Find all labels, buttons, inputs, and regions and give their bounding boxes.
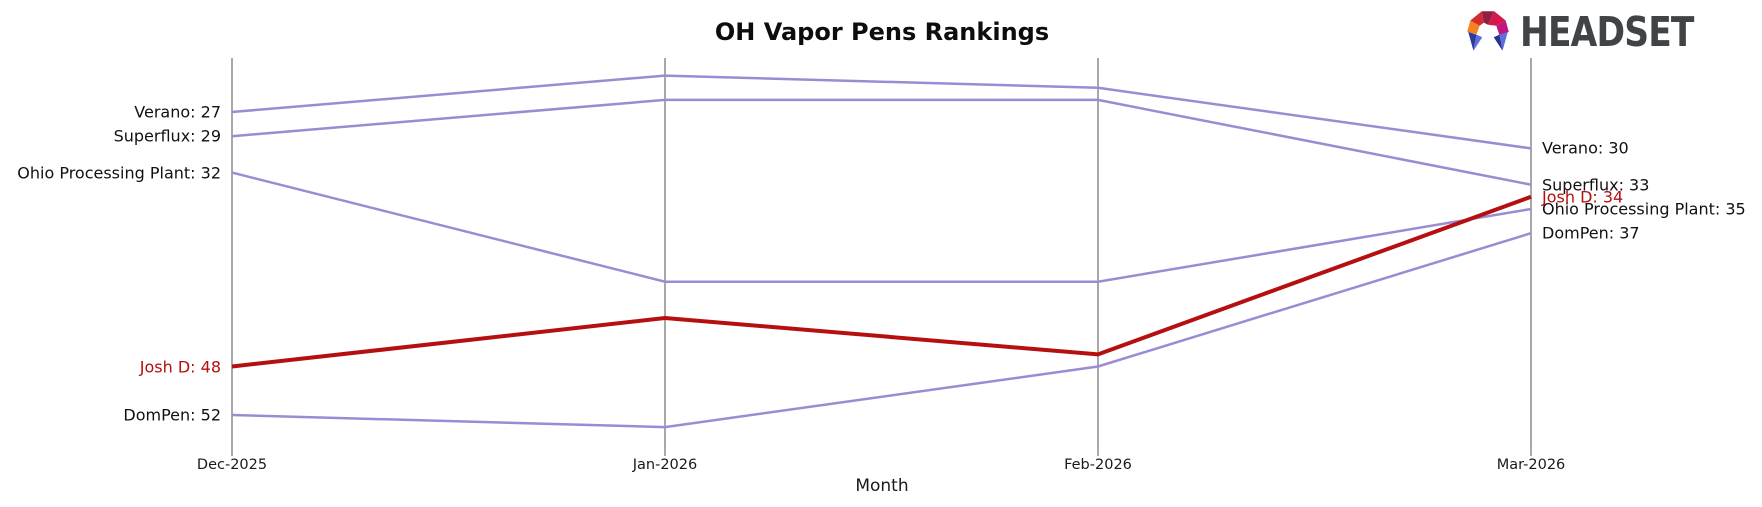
series-label-right-verano: Verano: 30 [1542, 138, 1629, 158]
x-axis-title: Month [855, 476, 909, 496]
x-tick-label-mar-2026: Mar-2026 [1496, 457, 1566, 473]
headset-logo-icon [1467, 11, 1509, 51]
x-tick-label-dec-2025: Dec-2025 [196, 457, 268, 473]
series-label-right-josh-d: Josh D: 34 [1542, 187, 1624, 207]
x-tick-label-feb-2026: Feb-2026 [1064, 457, 1132, 473]
series-label-right-ohio-processing-plant: Ohio Processing Plant: 35 [1542, 199, 1746, 219]
series-label-right-dompen: DomPen: 37 [1542, 223, 1640, 243]
series-label-left-dompen: DomPen: 52 [123, 405, 221, 425]
series-line-josh-d [231, 194, 1532, 369]
series-line-dompen [231, 232, 1532, 429]
series-line-verano [231, 74, 1532, 150]
series-label-left-josh-d: Josh D: 48 [139, 357, 221, 377]
series-line-ohio-processing-plant [231, 171, 1532, 283]
series-label-right-superflux: Superflux: 33 [1542, 175, 1650, 195]
series-label-left-verano: Verano: 27 [134, 102, 221, 122]
chart-title: OH Vapor Pens Rankings [714, 18, 1050, 46]
series-label-left-superflux: Superflux: 29 [113, 126, 221, 146]
headset-logo: HEADSET [1462, 6, 1727, 58]
series-line-superflux [231, 98, 1532, 186]
x-tick-label-jan-2026: Jan-2026 [632, 457, 698, 473]
headset-logo-text: HEADSET [1520, 8, 1694, 56]
series-label-left-ohio-processing-plant: Ohio Processing Plant: 32 [17, 163, 221, 183]
